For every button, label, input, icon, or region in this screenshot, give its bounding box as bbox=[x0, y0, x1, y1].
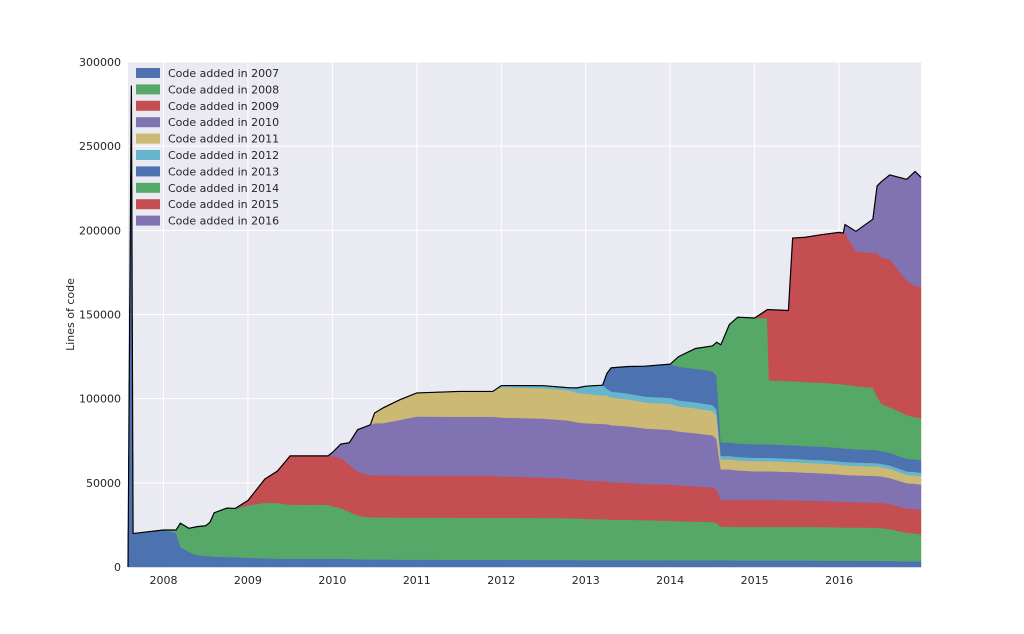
x-tick-label: 2012 bbox=[487, 574, 515, 587]
legend-swatch bbox=[136, 133, 160, 144]
y-tick-label: 250000 bbox=[79, 140, 121, 153]
legend-swatch bbox=[136, 199, 160, 210]
x-tick-label: 2015 bbox=[741, 574, 769, 587]
legend-swatch bbox=[136, 182, 160, 193]
legend-label: Code added in 2007 bbox=[168, 67, 279, 80]
legend-label: Code added in 2013 bbox=[168, 165, 279, 178]
legend: Code added in 2007 Code added in 2008 Code… bbox=[136, 67, 279, 228]
legend-swatch bbox=[136, 215, 160, 226]
y-tick-label: 100000 bbox=[79, 393, 121, 406]
x-tick-label: 2016 bbox=[825, 574, 853, 587]
legend-swatch bbox=[136, 84, 160, 95]
x-tick-label: 2009 bbox=[234, 574, 262, 587]
y-tick-label: 300000 bbox=[79, 56, 121, 69]
legend-label: Code added in 2010 bbox=[168, 116, 279, 129]
x-axis: 2008 2009 2010 2011 2012 2013 2014 2015 2016 bbox=[149, 574, 853, 587]
y-tick-label: 200000 bbox=[79, 224, 121, 237]
legend-label: Code added in 2014 bbox=[168, 182, 279, 195]
legend-label: Code added in 2009 bbox=[168, 100, 279, 113]
legend-swatch bbox=[136, 166, 160, 177]
x-tick-label: 2014 bbox=[656, 574, 684, 587]
y-tick-label: 150000 bbox=[79, 309, 121, 322]
legend-label: Code added in 2011 bbox=[168, 133, 279, 146]
legend-swatch bbox=[136, 150, 160, 160]
x-tick-label: 2010 bbox=[318, 574, 346, 587]
legend-label: Code added in 2008 bbox=[168, 83, 279, 96]
total-outline-line bbox=[127, 85, 922, 568]
y-tick-label: 50000 bbox=[86, 477, 121, 490]
legend-label: Code added in 2012 bbox=[168, 149, 279, 162]
y-axis: 0 50000 100000 150000 200000 250000 300000 bbox=[79, 56, 121, 574]
y-axis-label: Lines of code bbox=[64, 278, 77, 351]
x-tick-label: 2011 bbox=[403, 574, 431, 587]
legend-swatch bbox=[136, 68, 160, 78]
legend-label: Code added in 2015 bbox=[168, 198, 279, 211]
legend-label: Code added in 2016 bbox=[168, 215, 279, 228]
x-tick-label: 2013 bbox=[572, 574, 600, 587]
legend-swatch bbox=[136, 117, 160, 128]
x-tick-label: 2008 bbox=[149, 574, 177, 587]
legend-swatch bbox=[136, 100, 160, 111]
y-tick-label: 0 bbox=[114, 561, 121, 574]
